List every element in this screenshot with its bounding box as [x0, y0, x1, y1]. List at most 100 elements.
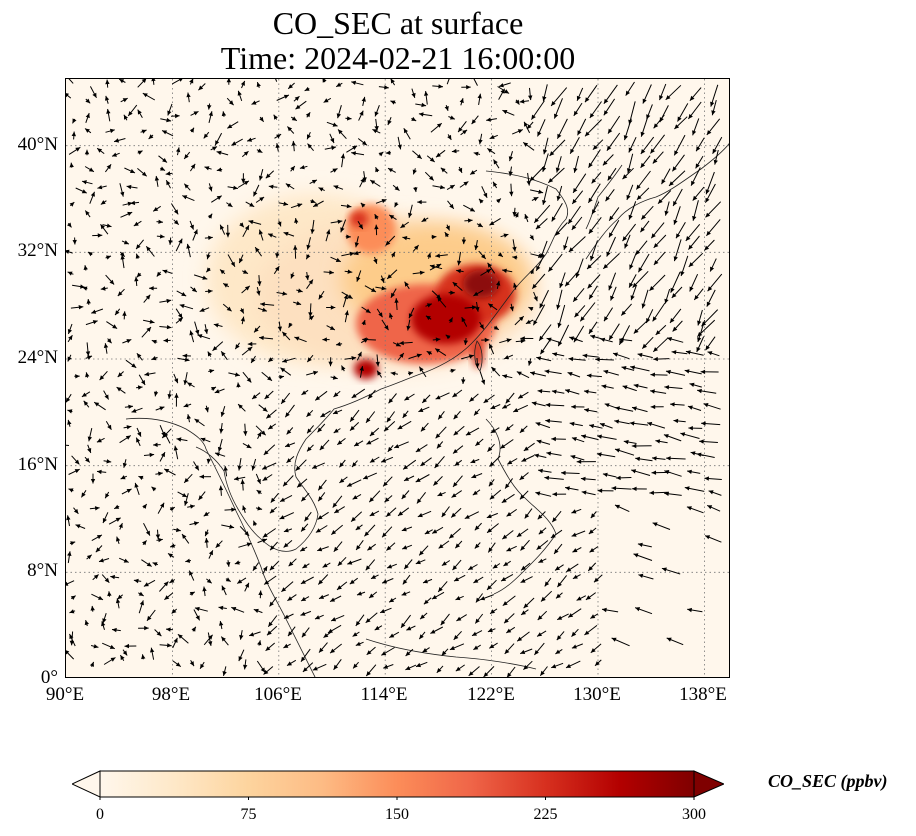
wind-arrow	[455, 595, 464, 601]
wind-arrow	[655, 324, 667, 336]
wind-arrow	[117, 371, 124, 378]
wind-arrow	[411, 116, 417, 122]
wind-arrow	[529, 268, 535, 275]
wind-arrow	[280, 392, 291, 405]
wind-arrow	[86, 299, 91, 305]
wind-arrow	[124, 643, 137, 649]
wind-arrow	[680, 255, 689, 277]
wind-arrow	[89, 86, 97, 99]
wind-arrow	[505, 424, 514, 432]
wind-arrow	[650, 222, 665, 239]
wind-arrow	[387, 117, 392, 126]
wind-arrow	[242, 442, 252, 449]
wind-arrow	[452, 559, 462, 571]
wind-arrow	[408, 371, 414, 376]
wind-arrow	[72, 237, 77, 245]
wind-arrow	[589, 424, 603, 429]
wind-arrow	[480, 268, 492, 276]
wind-arrow	[122, 339, 132, 344]
wind-arrow	[533, 291, 538, 302]
wind-arrow	[171, 79, 183, 85]
wind-arrow	[293, 95, 300, 102]
wind-arrow	[194, 418, 205, 427]
wind-arrow	[687, 607, 703, 613]
wind-arrow	[189, 220, 194, 230]
wind-arrow	[275, 251, 280, 258]
wind-arrow	[295, 459, 307, 471]
wind-arrow	[489, 608, 498, 615]
wind-arrow	[390, 251, 396, 258]
wind-arrow	[670, 402, 685, 407]
wind-arrow	[556, 185, 563, 201]
wind-arrow	[500, 439, 514, 449]
wind-arrow	[96, 437, 105, 443]
wind-arrow	[461, 377, 466, 385]
wind-arrow	[254, 246, 263, 257]
plume-peak-core	[463, 270, 499, 298]
wind-arrow	[390, 288, 397, 298]
wind-arrow	[405, 664, 417, 671]
wind-arrow	[664, 201, 670, 216]
wind-arrow	[502, 374, 513, 379]
wind-arrow	[515, 338, 526, 344]
wind-arrow	[596, 452, 616, 458]
wind-arrow	[172, 660, 182, 668]
wind-arrow	[182, 195, 195, 202]
wind-arrow	[290, 272, 295, 279]
wind-arrow	[661, 168, 671, 185]
wind-arrow	[385, 235, 396, 246]
wind-arrow	[208, 550, 214, 559]
wind-arrow	[430, 626, 444, 634]
wind-arrow	[100, 286, 108, 291]
wind-arrow	[228, 372, 240, 377]
wind-arrow	[143, 452, 155, 458]
wind-arrow	[91, 593, 104, 601]
colorbar-tick-300: 300	[682, 806, 706, 823]
wind-arrow	[66, 580, 75, 586]
wind-arrow	[282, 475, 294, 487]
wind-arrow	[379, 607, 392, 614]
wind-arrow	[221, 111, 227, 117]
wind-arrow	[536, 540, 549, 550]
wind-arrow	[555, 222, 568, 236]
wind-arrow	[535, 422, 551, 429]
wind-arrow	[369, 510, 380, 517]
wind-arrow	[142, 540, 147, 546]
wind-arrow	[219, 269, 226, 275]
wind-arrow	[212, 341, 224, 352]
wind-arrow	[105, 95, 110, 104]
wind-arrow	[317, 479, 327, 491]
wind-arrow	[213, 323, 223, 328]
wind-arrow	[703, 403, 721, 410]
wind-arrow	[571, 404, 585, 409]
wind-arrow	[464, 511, 480, 520]
wind-arrow	[234, 342, 241, 350]
wind-arrow	[506, 545, 517, 552]
wind-arrow	[167, 390, 172, 399]
wind-arrow	[501, 493, 515, 504]
wind-arrow	[72, 284, 85, 289]
wind-arrow	[706, 289, 716, 307]
wind-arrow	[233, 476, 246, 481]
wind-arrow	[431, 591, 445, 600]
wind-arrow	[422, 578, 433, 584]
wind-arrow	[90, 473, 96, 484]
wind-arrow	[238, 254, 244, 264]
wind-arrow	[332, 409, 343, 415]
wind-arrow	[257, 275, 262, 286]
wind-arrow	[189, 79, 194, 85]
wind-arrow	[154, 175, 160, 187]
wind-arrow	[204, 324, 209, 334]
wind-arrow	[430, 122, 443, 133]
wind-arrow	[608, 272, 617, 291]
wind-arrow	[140, 129, 147, 134]
wind-arrow	[242, 371, 252, 383]
wind-arrow	[487, 262, 496, 274]
wind-arrow	[508, 166, 513, 177]
wind-arrow	[585, 592, 596, 601]
colorbar-tick-0: 0	[96, 806, 104, 823]
wind-arrow	[502, 595, 516, 606]
wind-arrow	[330, 219, 343, 224]
wind-arrow	[552, 352, 565, 357]
wind-arrow	[306, 237, 311, 250]
